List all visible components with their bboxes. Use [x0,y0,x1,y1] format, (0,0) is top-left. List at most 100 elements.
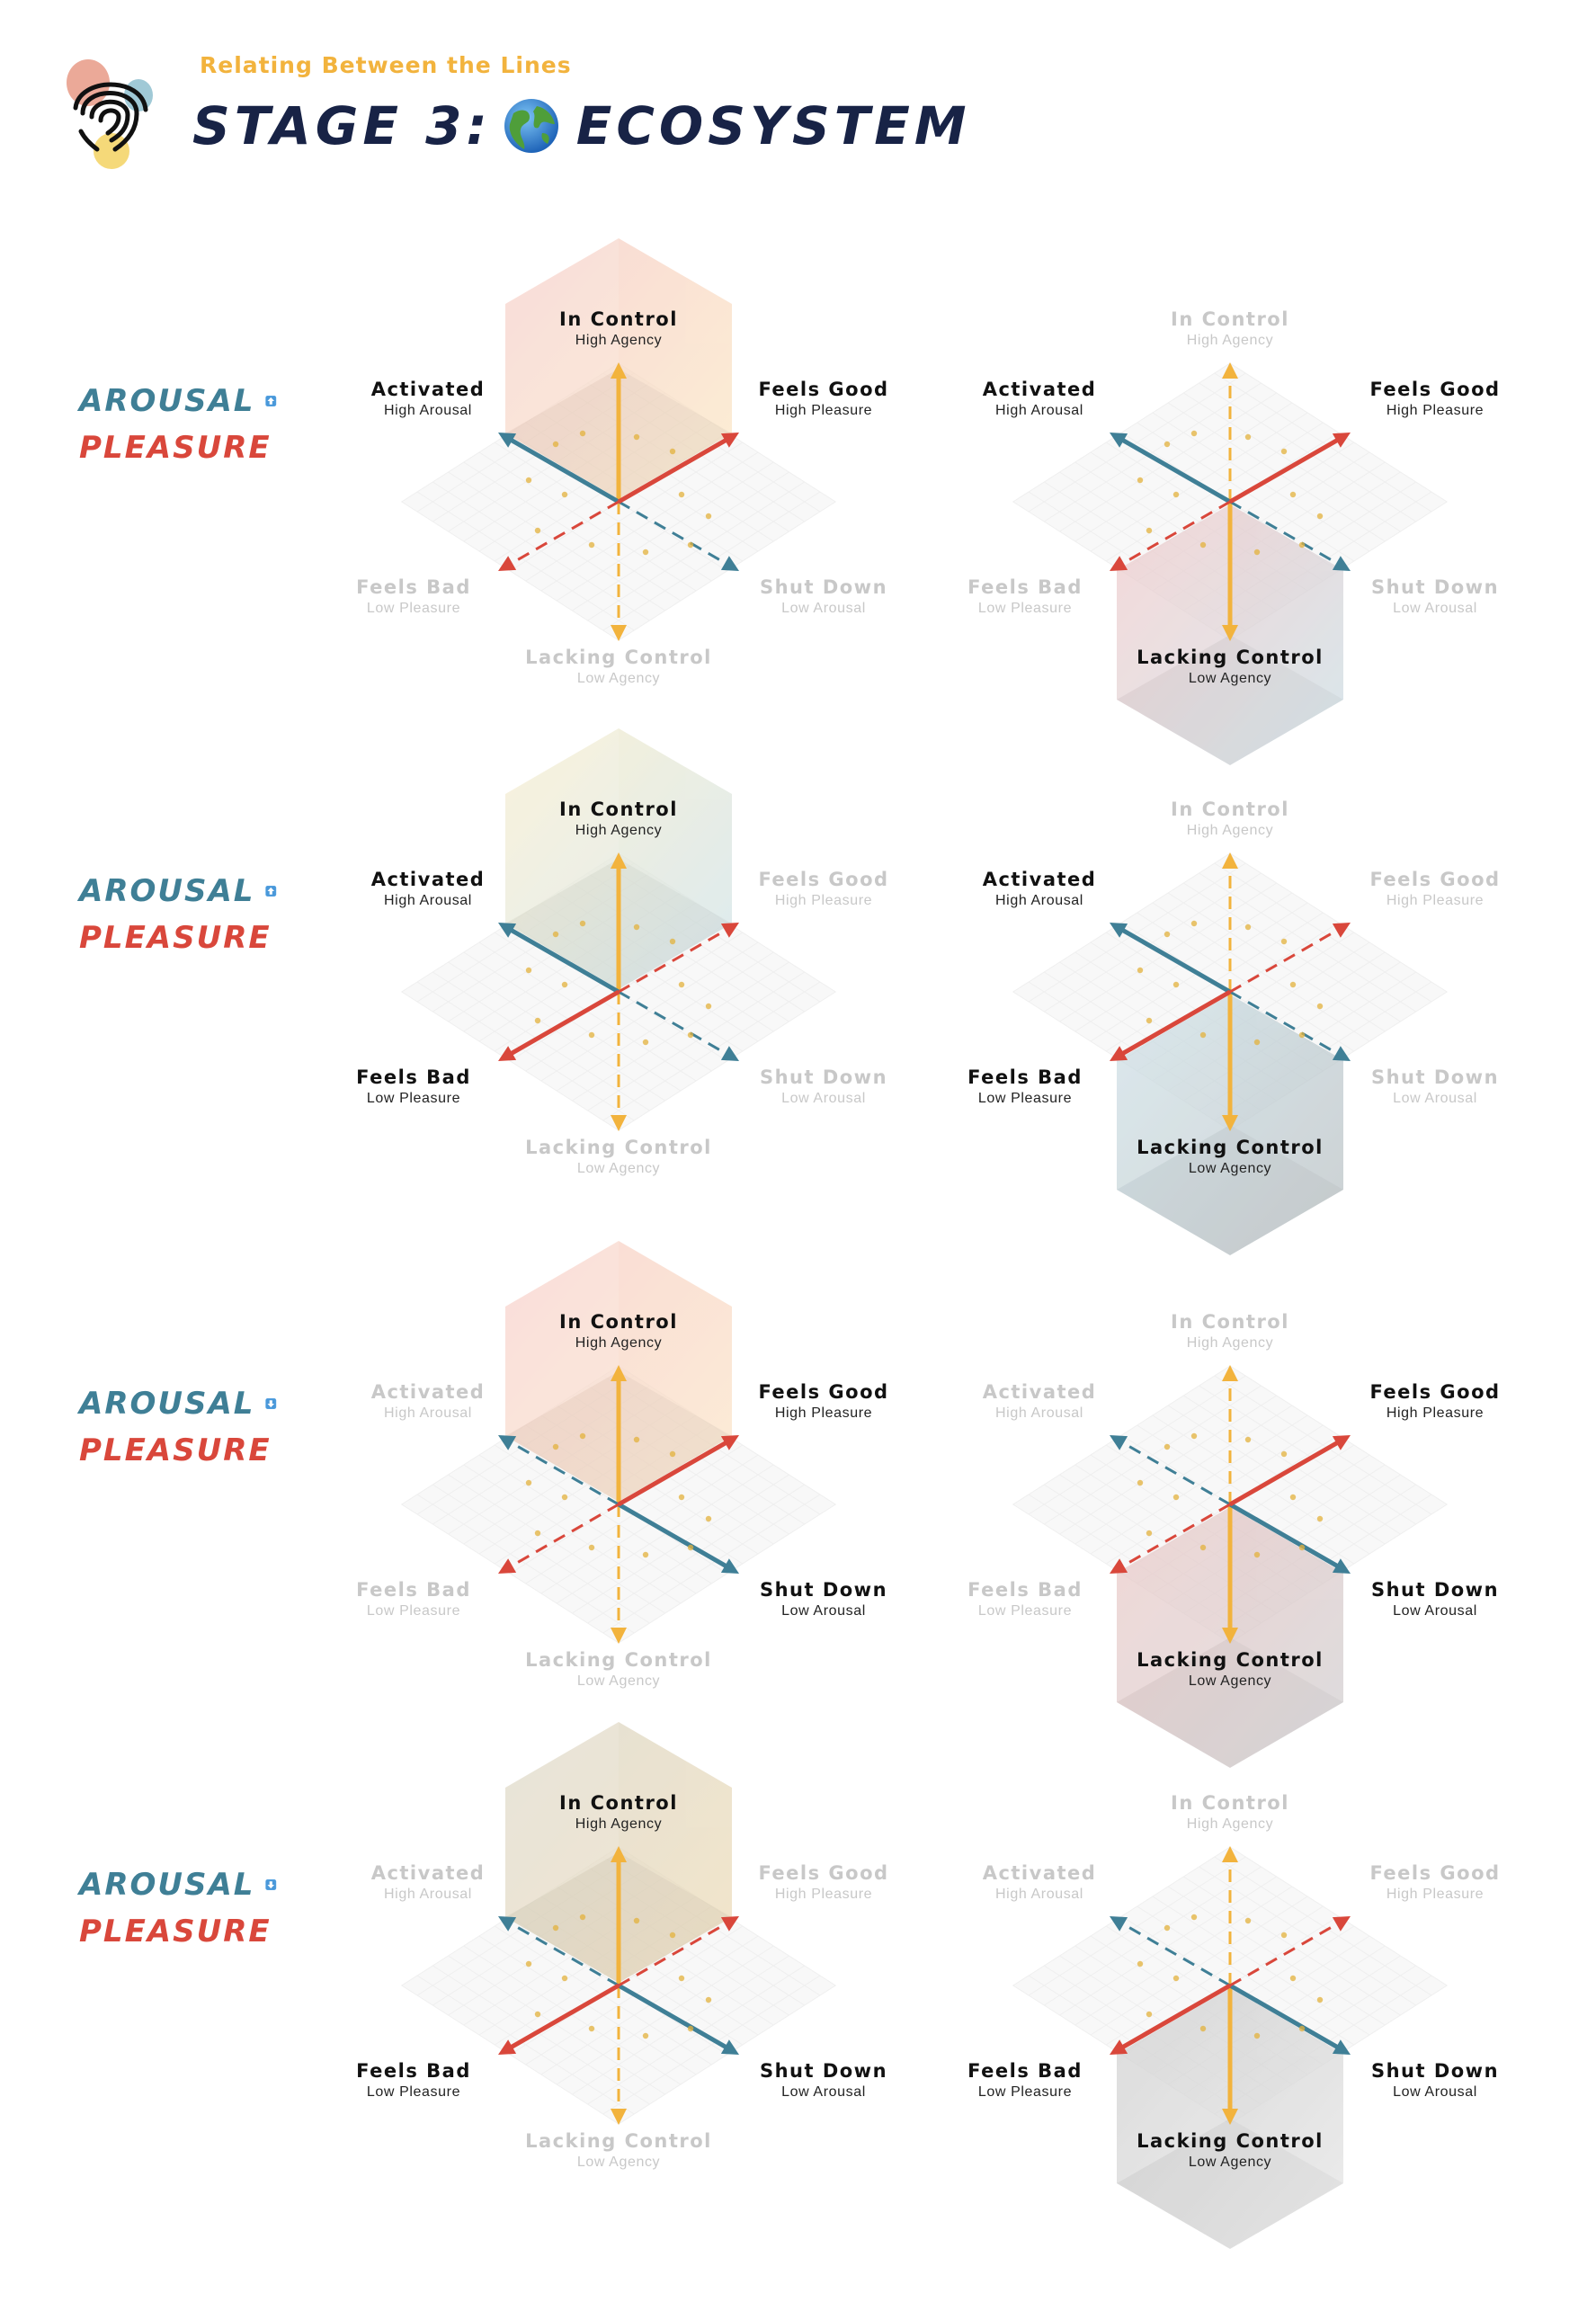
cube-diagram-svg: In Control High Agency Lacking Control Low … [967,1792,1500,2249]
arrowhead-activated [498,433,517,448]
label-feels-good-title: Feels Good [1369,869,1500,890]
emotion-point [1137,967,1144,974]
emotion-point [1316,1996,1324,2003]
emotion-point [579,1432,586,1440]
emotion-point [687,2025,694,2032]
emotion-point [687,541,694,549]
emotion-points [1137,1432,1324,1558]
label-lacking-control-title: Lacking Control [525,1137,712,1158]
page-title: STAGE 3: ECOSYSTEM [192,90,971,162]
label-shut-down-title: Shut Down [760,1579,887,1601]
arrowhead-shut-down [720,556,739,571]
emotion-point [687,1544,694,1551]
axis-feels-good [617,1438,731,1507]
emotion-point [1199,1031,1207,1039]
label-in-control-sub: High Agency [1187,823,1273,838]
arousal-label: AROUSAL [79,1386,255,1422]
arrowhead-activated [1110,923,1128,938]
emotion-point [669,938,676,945]
label-feels-bad-sub: Low Pleasure [978,1603,1072,1619]
label-lacking-control-title: Lacking Control [1137,1137,1324,1158]
axis-activated [506,435,620,504]
label-shut-down-sub: Low Arousal [1393,2084,1477,2100]
arrowhead-in-control [611,1846,627,1862]
axis-feels-bad [1118,989,1232,1058]
arrowhead-lacking-control [1222,1628,1238,1644]
label-feels-good-title: Feels Good [1369,379,1500,400]
axis-activated [1118,435,1232,504]
emotion-point [552,1443,559,1450]
emotion-point [1289,1494,1297,1501]
emotion-point [1244,433,1252,441]
arrowhead-in-control [1222,1846,1238,1862]
label-shut-down-sub: Low Arousal [1393,1091,1477,1106]
label-shut-down-title: Shut Down [1371,1066,1499,1088]
label-lacking-control-sub: Low Agency [577,1673,660,1689]
arrowhead-activated [1110,433,1128,448]
cube-diagram-svg: In Control High Agency Lacking Control Low … [356,1241,888,1689]
emotion-point [1316,513,1324,520]
label-in-control-sub: High Agency [1187,1335,1273,1351]
emotion-point [678,1494,685,1501]
emotion-point [1289,1975,1297,1982]
label-activated-title: Activated [371,869,486,890]
emotion-cube-diagram: In Control High Agency Lacking Control Low … [356,1682,917,2190]
axis-labels: In Control High Agency Lacking Control Low … [967,308,1500,686]
arrowhead-shut-down [720,1558,739,1574]
arrowhead-shut-down [1332,1558,1351,1574]
arrowhead-feels-good [720,433,739,448]
label-lacking-control-sub: Low Agency [577,1161,660,1176]
label-feels-bad-title: Feels Bad [967,1066,1083,1088]
emotion-point [1164,1924,1171,1932]
emotion-point [525,1960,532,1967]
emotion-point [669,448,676,455]
label-feels-good-title: Feels Good [758,1381,888,1403]
label-feels-bad-sub: Low Pleasure [978,2084,1072,2100]
emotion-points [525,1914,712,2039]
label-lacking-control-sub: Low Agency [577,2155,660,2170]
label-feels-bad-sub: Low Pleasure [978,1091,1072,1106]
emotion-points [1137,430,1324,556]
axis-feels-good [1228,1438,1342,1507]
label-lacking-control-title: Lacking Control [525,647,712,668]
label-feels-good-title: Feels Good [1369,1862,1500,1884]
label-in-control-title: In Control [1171,1792,1289,1814]
axis-feels-bad [506,1983,620,2052]
axis-feels-bad [506,500,620,567]
emotion-point [1280,938,1288,945]
arrowhead-lacking-control [611,2109,627,2125]
arrowhead-feels-good [720,1916,739,1932]
emotion-point [1253,1039,1261,1046]
emotion-point [642,2032,649,2039]
emotion-point [552,1924,559,1932]
emotion-point [1244,1917,1252,1924]
emotion-point [1146,2011,1153,2018]
label-feels-good-sub: High Pleasure [775,1887,872,1902]
label-activated-sub: High Arousal [995,1405,1083,1421]
arrowhead-feels-good [720,1435,739,1450]
emotion-point [534,2011,541,2018]
label-activated-title: Activated [983,869,1097,890]
arousal-label: AROUSAL [79,383,255,419]
label-shut-down-sub: Low Arousal [1393,601,1477,616]
label-feels-bad-sub: Low Pleasure [367,1091,460,1106]
emotion-point [687,1031,694,1039]
emotion-point [588,1544,595,1551]
emotion-point [633,433,640,441]
label-feels-bad-sub: Low Pleasure [367,1603,460,1619]
emotion-points [525,1432,712,1558]
label-lacking-control-title: Lacking Control [525,2130,712,2152]
label-lacking-control-sub: Low Agency [1189,2155,1271,2170]
label-feels-good-sub: High Pleasure [1386,403,1484,418]
emotion-point [1172,981,1180,988]
label-in-control-title: In Control [1171,308,1289,330]
emotion-point [642,1039,649,1046]
emotion-point [1199,1544,1207,1551]
label-shut-down-sub: Low Arousal [781,2084,866,2100]
label-in-control-sub: High Agency [1187,1816,1273,1832]
axis-shut-down [617,1983,731,2052]
emotion-point [705,513,712,520]
emotion-point [525,967,532,974]
axis-feels-good [1229,1920,1342,1987]
emotion-point [1298,2025,1306,2032]
